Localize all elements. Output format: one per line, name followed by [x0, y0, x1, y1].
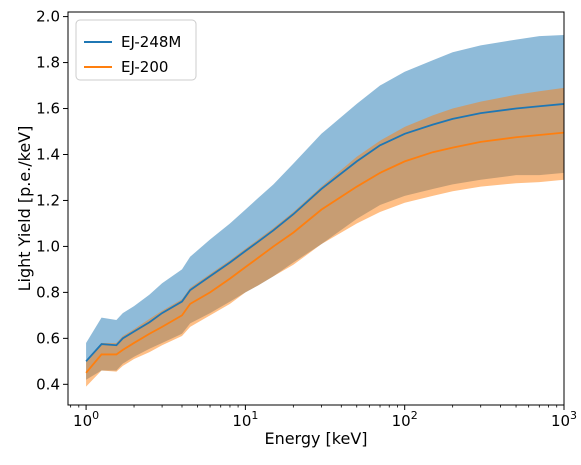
- y-tick-label: 0.6: [36, 329, 60, 347]
- y-tick-label: 2.0: [36, 8, 60, 26]
- x-tick-base: 10: [232, 412, 251, 430]
- y-tick-label: 1.2: [36, 191, 60, 209]
- series-lines: [85, 103, 565, 374]
- error-bands: [86, 34, 564, 387]
- band-ej-200: [86, 87, 564, 387]
- x-axis-ticks: 100 101 102 103: [70, 405, 577, 430]
- y-tick-label: 1.8: [36, 54, 60, 72]
- line-ej-248m: [85, 103, 565, 362]
- y-tick-label: 1.6: [36, 100, 60, 118]
- x-tick-exponent: 2: [411, 409, 418, 422]
- x-tick-exponent: 3: [570, 409, 577, 422]
- y-axis-label: Light Yield [p.e./keV]: [15, 126, 34, 292]
- legend-box: [75, 19, 197, 81]
- x-tick-exponent: 1: [251, 409, 258, 422]
- legend: EJ-248M EJ-200: [75, 19, 197, 81]
- y-tick-label: 1.4: [36, 145, 60, 163]
- line-ej-200: [85, 131, 565, 374]
- x-tick-base: 10: [392, 412, 411, 430]
- x-axis-label: Energy [keV]: [264, 429, 367, 448]
- x-tick-label: 103: [551, 409, 577, 430]
- x-tick-base: 10: [551, 412, 570, 430]
- x-tick-label: 102: [392, 409, 418, 430]
- legend-label: EJ-200: [121, 58, 168, 76]
- x-tick-base: 10: [73, 412, 92, 430]
- y-tick-label: 1.0: [36, 237, 60, 255]
- x-tick-exponent: 0: [92, 409, 99, 422]
- y-tick-label: 0.8: [36, 283, 60, 301]
- y-tick-label: 0.4: [36, 375, 60, 393]
- legend-label: EJ-248M: [121, 33, 181, 51]
- x-tick-label: 101: [232, 409, 258, 430]
- y-axis-ticks: 0.4 0.6 0.8 1.0 1.2 1.4 1.6 1.8 2.0: [36, 8, 68, 393]
- x-tick-label: 100: [73, 409, 99, 430]
- plot-frame: [67, 11, 565, 406]
